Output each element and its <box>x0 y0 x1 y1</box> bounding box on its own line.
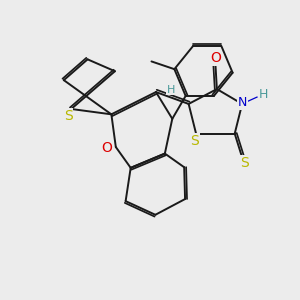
Text: O: O <box>101 141 112 154</box>
Text: N: N <box>238 96 247 109</box>
Text: S: S <box>240 156 249 170</box>
Text: O: O <box>210 52 221 65</box>
Text: H: H <box>167 85 175 95</box>
Text: S: S <box>64 109 73 122</box>
Text: S: S <box>190 134 199 148</box>
Text: H: H <box>259 88 268 100</box>
